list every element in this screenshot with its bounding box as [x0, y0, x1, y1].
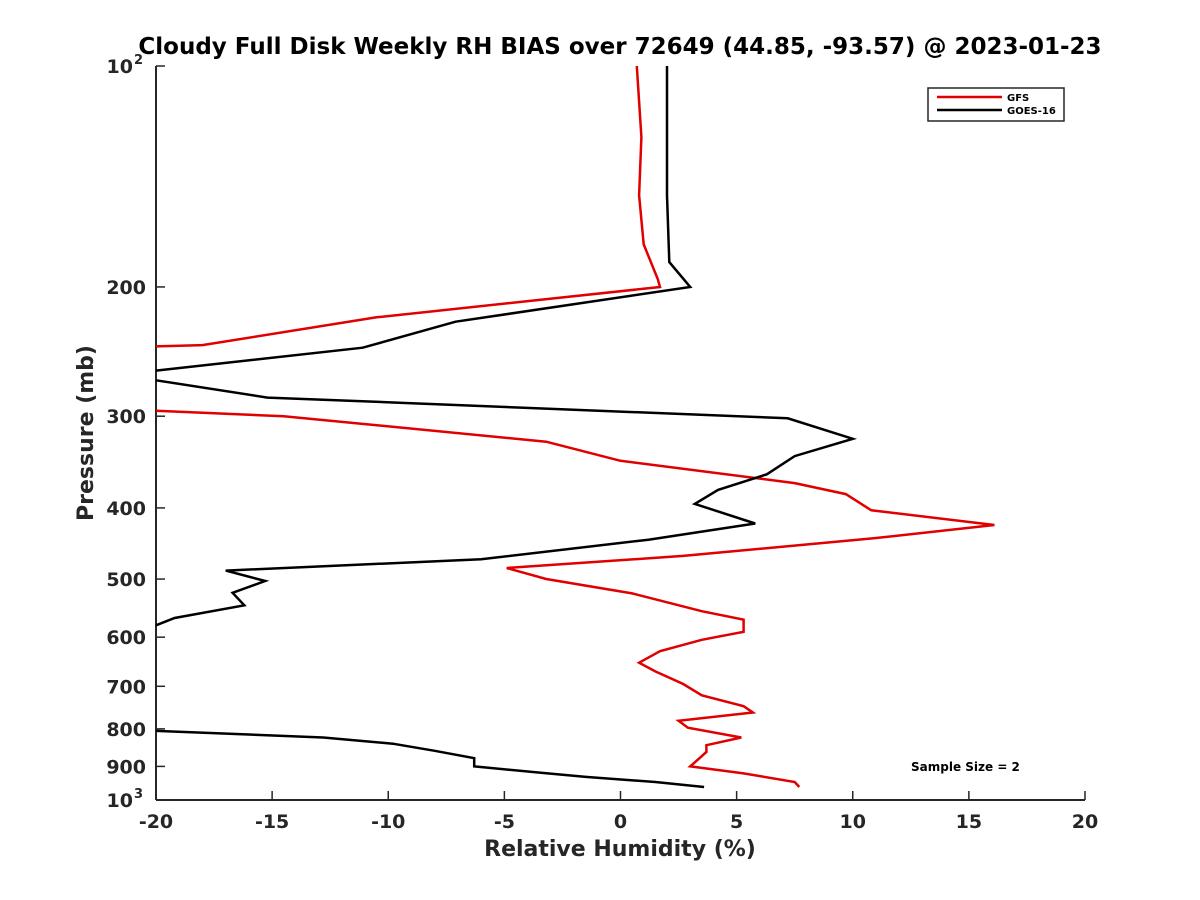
y-tick-label: 200: [106, 277, 146, 299]
y-tick-label: 300: [106, 406, 146, 428]
y-tick-exponent: 2: [134, 53, 143, 68]
x-tick-label: 15: [956, 811, 982, 833]
y-tick-label: 10: [107, 56, 133, 78]
x-tick-label: 5: [730, 811, 743, 833]
y-tick-label: 800: [106, 719, 146, 741]
series-line-goes16: [155, 66, 858, 789]
y-axis-label: Pressure (mb): [74, 345, 99, 521]
series-line-gfs: [155, 65, 995, 788]
legend-label-goes16: GOES-16: [1007, 106, 1056, 117]
y-tick-label: 600: [106, 627, 146, 649]
x-tick-label: 10: [840, 811, 866, 833]
sample-size-annotation: Sample Size = 2: [911, 760, 1020, 774]
x-axis-label: Relative Humidity (%): [484, 837, 756, 862]
y-tick-exponent: 3: [134, 787, 143, 802]
legend: GFS GOES-16: [927, 87, 1065, 122]
chart-title: Cloudy Full Disk Weekly RH BIAS over 726…: [138, 34, 1101, 60]
x-axis-ticks: -20 -15 -10 -5 0 5 10 15 20: [139, 791, 1098, 833]
y-tick-label: 700: [106, 676, 146, 698]
series-layer: [155, 65, 995, 789]
legend-box: [927, 87, 1065, 122]
plot-area: [155, 66, 1085, 801]
x-tick-label: 20: [1072, 811, 1098, 833]
y-tick-label: 500: [106, 569, 146, 591]
x-tick-label: -5: [494, 811, 515, 833]
x-tick-label: -20: [139, 811, 173, 833]
y-tick-label: 400: [106, 498, 146, 520]
x-tick-label: -15: [255, 811, 289, 833]
x-tick-label: -10: [371, 811, 405, 833]
x-tick-label: 0: [614, 811, 627, 833]
legend-label-gfs: GFS: [1007, 93, 1029, 104]
y-tick-label: 900: [106, 756, 146, 778]
y-tick-label: 10: [107, 790, 133, 812]
